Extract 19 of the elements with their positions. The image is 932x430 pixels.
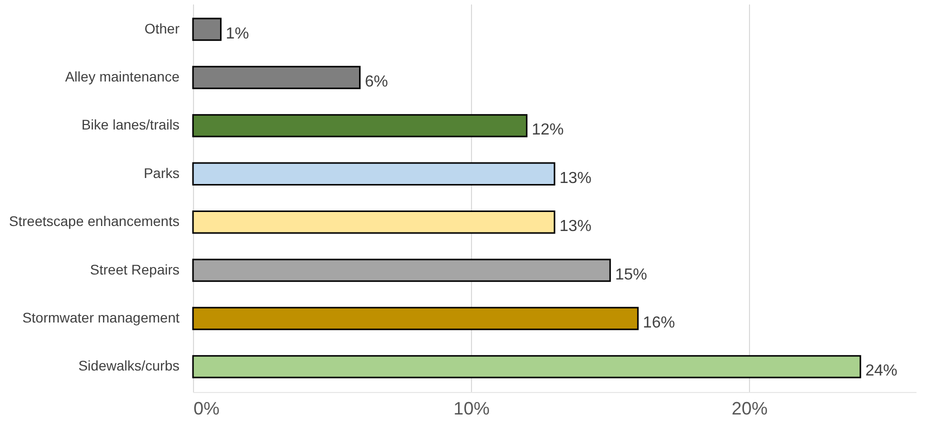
x-tick-label: 20% [732,398,768,418]
y-tick-label: Parks [144,164,180,181]
data-label: 24% [865,362,898,380]
y-tick-label: Street Repairs [90,261,180,278]
data-label: 16% [642,314,675,332]
y-tick-label: Alley maintenance [65,68,180,85]
x-tick-label: 10% [454,398,490,418]
y-tick-label: Stormwater management [22,309,180,326]
data-label: 1% [226,25,249,42]
data-label: 6% [364,74,388,91]
y-tick-label: Streetscape enhancements [9,213,180,230]
y-tick-label: Other [144,20,180,36]
y-tick-label: Sidewalks/curbs [78,358,180,374]
data-label: 12% [532,122,564,139]
x-tick-label: 0% [194,398,220,418]
y-tick-label: Bike lanes/trails [81,116,180,133]
data-label: 13% [560,218,592,236]
data-label: 15% [615,266,648,284]
data-label: 13% [560,170,592,187]
